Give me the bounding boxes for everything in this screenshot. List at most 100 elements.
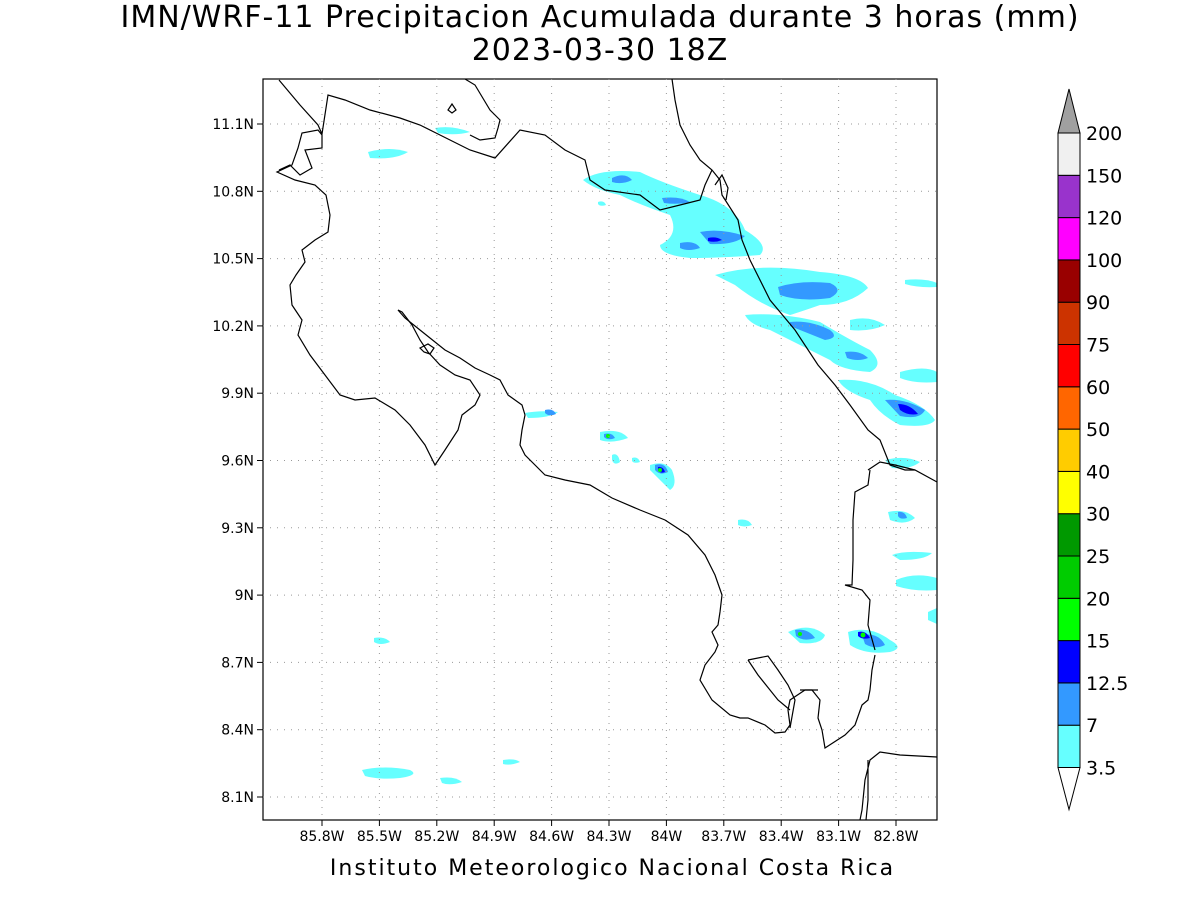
pacific-coast-north (275, 129, 481, 467)
colorbar-label: 75 (1086, 335, 1110, 357)
latitude-axis: 11.1N 10.8N 10.5N 10.2N 9.9N 9.6N 9.3N 9N 8.7N 8.… (212, 117, 263, 806)
coastlines (275, 78, 938, 821)
colorbar-label: 100 (1086, 250, 1122, 272)
colorbar-swatch (1057, 259, 1081, 303)
colorbar-label: 12.5 (1086, 673, 1128, 695)
colorbar-swatch (1057, 724, 1081, 769)
precip-patch-north-1 (583, 171, 763, 258)
colorbar-label: 20 (1086, 588, 1110, 610)
lat-tick-label: 8.7N (221, 655, 254, 671)
precip-7-n (898, 511, 907, 519)
precip-patch-nw (368, 149, 408, 159)
precip-patch-central-5 (612, 454, 620, 464)
precip-7-f (845, 351, 868, 360)
nicaragua-coast (464, 78, 501, 141)
colorbar-swatch (1057, 470, 1081, 515)
precip-12-b (708, 237, 722, 242)
precip-patch-east-3 (900, 368, 937, 383)
lat-tick-label: 9.9N (221, 386, 254, 402)
nicaragua-border (278, 79, 713, 211)
panama-border (859, 751, 938, 821)
colorbar-swatch (1057, 301, 1081, 346)
lon-tick-label: 83.1W (816, 829, 861, 845)
map-title: IMN/WRF-11 Precipitacion Acumulada duran… (120, 0, 1080, 35)
colorbar-label: 3.5 (1086, 758, 1116, 780)
precip-7-j (662, 197, 690, 204)
colorbar-top-arrow (1057, 88, 1081, 134)
gulf-nicoya (397, 309, 818, 734)
precip-patch-north-3 (745, 314, 878, 372)
precip-patch-east-8 (896, 575, 937, 591)
colorbar: 3.5 7 12.5 15 20 25 30 40 50 60 75 90 100 120 150 200 (1057, 88, 1128, 812)
precip-7-a (612, 175, 632, 184)
colorbar-swatch (1057, 597, 1081, 642)
gridlines (263, 79, 937, 820)
colorbar-label: 7 (1086, 715, 1098, 737)
lat-tick-label: 9.3N (221, 521, 254, 537)
precip-patch-southwest-2 (440, 777, 462, 785)
colorbar-swatch (1057, 428, 1081, 472)
colorbar-swatch (1057, 682, 1081, 726)
footer-credit: Instituto Meteorologico Nacional Costa R… (329, 856, 896, 881)
colorbar-label: 150 (1086, 165, 1122, 187)
precipitation-layer (362, 127, 937, 785)
lat-tick-label: 8.1N (221, 790, 254, 806)
precip-7-l (545, 409, 556, 416)
lon-tick-label: 85.5W (357, 829, 402, 845)
island-chira (418, 343, 435, 355)
precip-patch-southwest-3 (503, 759, 520, 765)
lon-tick-label: 84.3W (586, 829, 631, 845)
colorbar-label: 40 (1086, 461, 1110, 483)
osa-peninsula (747, 655, 796, 729)
precip-patch-north-4 (598, 201, 606, 206)
colorbar-label: 90 (1086, 292, 1110, 314)
lat-tick-label: 10.8N (212, 184, 254, 200)
lon-tick-label: 83.4W (759, 829, 804, 845)
colorbar-swatch (1057, 344, 1081, 388)
longitude-axis: 85.8W 85.5W 85.2W 84.9W 84.6W 84.3W 84W 83.7W 83… (299, 820, 919, 845)
lat-tick-label: 10.2N (212, 319, 254, 335)
precip-patch-east-2 (850, 318, 885, 331)
precip-15-b (658, 468, 662, 472)
lon-tick-label: 85.2W (414, 829, 459, 845)
lon-tick-label: 84W (651, 829, 683, 845)
map-subtitle: 2023-03-30 18Z (471, 33, 729, 68)
colorbar-swatch (1057, 640, 1081, 684)
colorbar-swatch (1057, 132, 1081, 176)
lon-tick-label: 83.7W (701, 829, 746, 845)
atlantic-coast (671, 78, 938, 483)
colorbar-bottom-arrow (1057, 767, 1081, 812)
precip-patch-southwest-1 (362, 767, 414, 779)
precip-patch-central-4 (738, 519, 752, 527)
precip-patch-southwest-4 (374, 637, 390, 644)
colorbar-label: 120 (1086, 208, 1122, 230)
lat-tick-label: 8.4N (221, 723, 254, 739)
lon-tick-label: 85.8W (299, 829, 344, 845)
colorbar-label: 30 (1086, 504, 1110, 526)
colorbar-swatch (1057, 217, 1081, 261)
precip-15-d (798, 632, 802, 636)
lon-tick-label: 82.8W (873, 829, 918, 845)
lon-tick-label: 84.6W (529, 829, 574, 845)
colorbar-label: 50 (1086, 419, 1110, 441)
colorbar-label: 200 (1086, 123, 1122, 145)
precip-patch-north-coast (435, 127, 470, 135)
lat-tick-label: 11.1N (212, 117, 254, 133)
precip-patch-east-4 (905, 279, 937, 288)
precip-7-e (790, 321, 834, 340)
precip-patch-east-9 (928, 608, 937, 624)
lat-tick-label: 10.5N (212, 252, 254, 268)
precip-patch-east-1 (838, 379, 935, 426)
precip-patch-east-7 (892, 551, 932, 560)
golfito-coast (800, 654, 876, 750)
lat-tick-label: 9.6N (221, 454, 254, 470)
colorbar-label: 60 (1086, 377, 1110, 399)
map-frame (262, 78, 938, 821)
precip-7-c (680, 242, 700, 250)
lat-tick-label: 9N (235, 588, 254, 604)
lon-tick-label: 84.9W (472, 829, 517, 845)
inlet-north (714, 173, 729, 201)
lake-island (447, 102, 457, 114)
colorbar-swatch (1057, 513, 1081, 557)
